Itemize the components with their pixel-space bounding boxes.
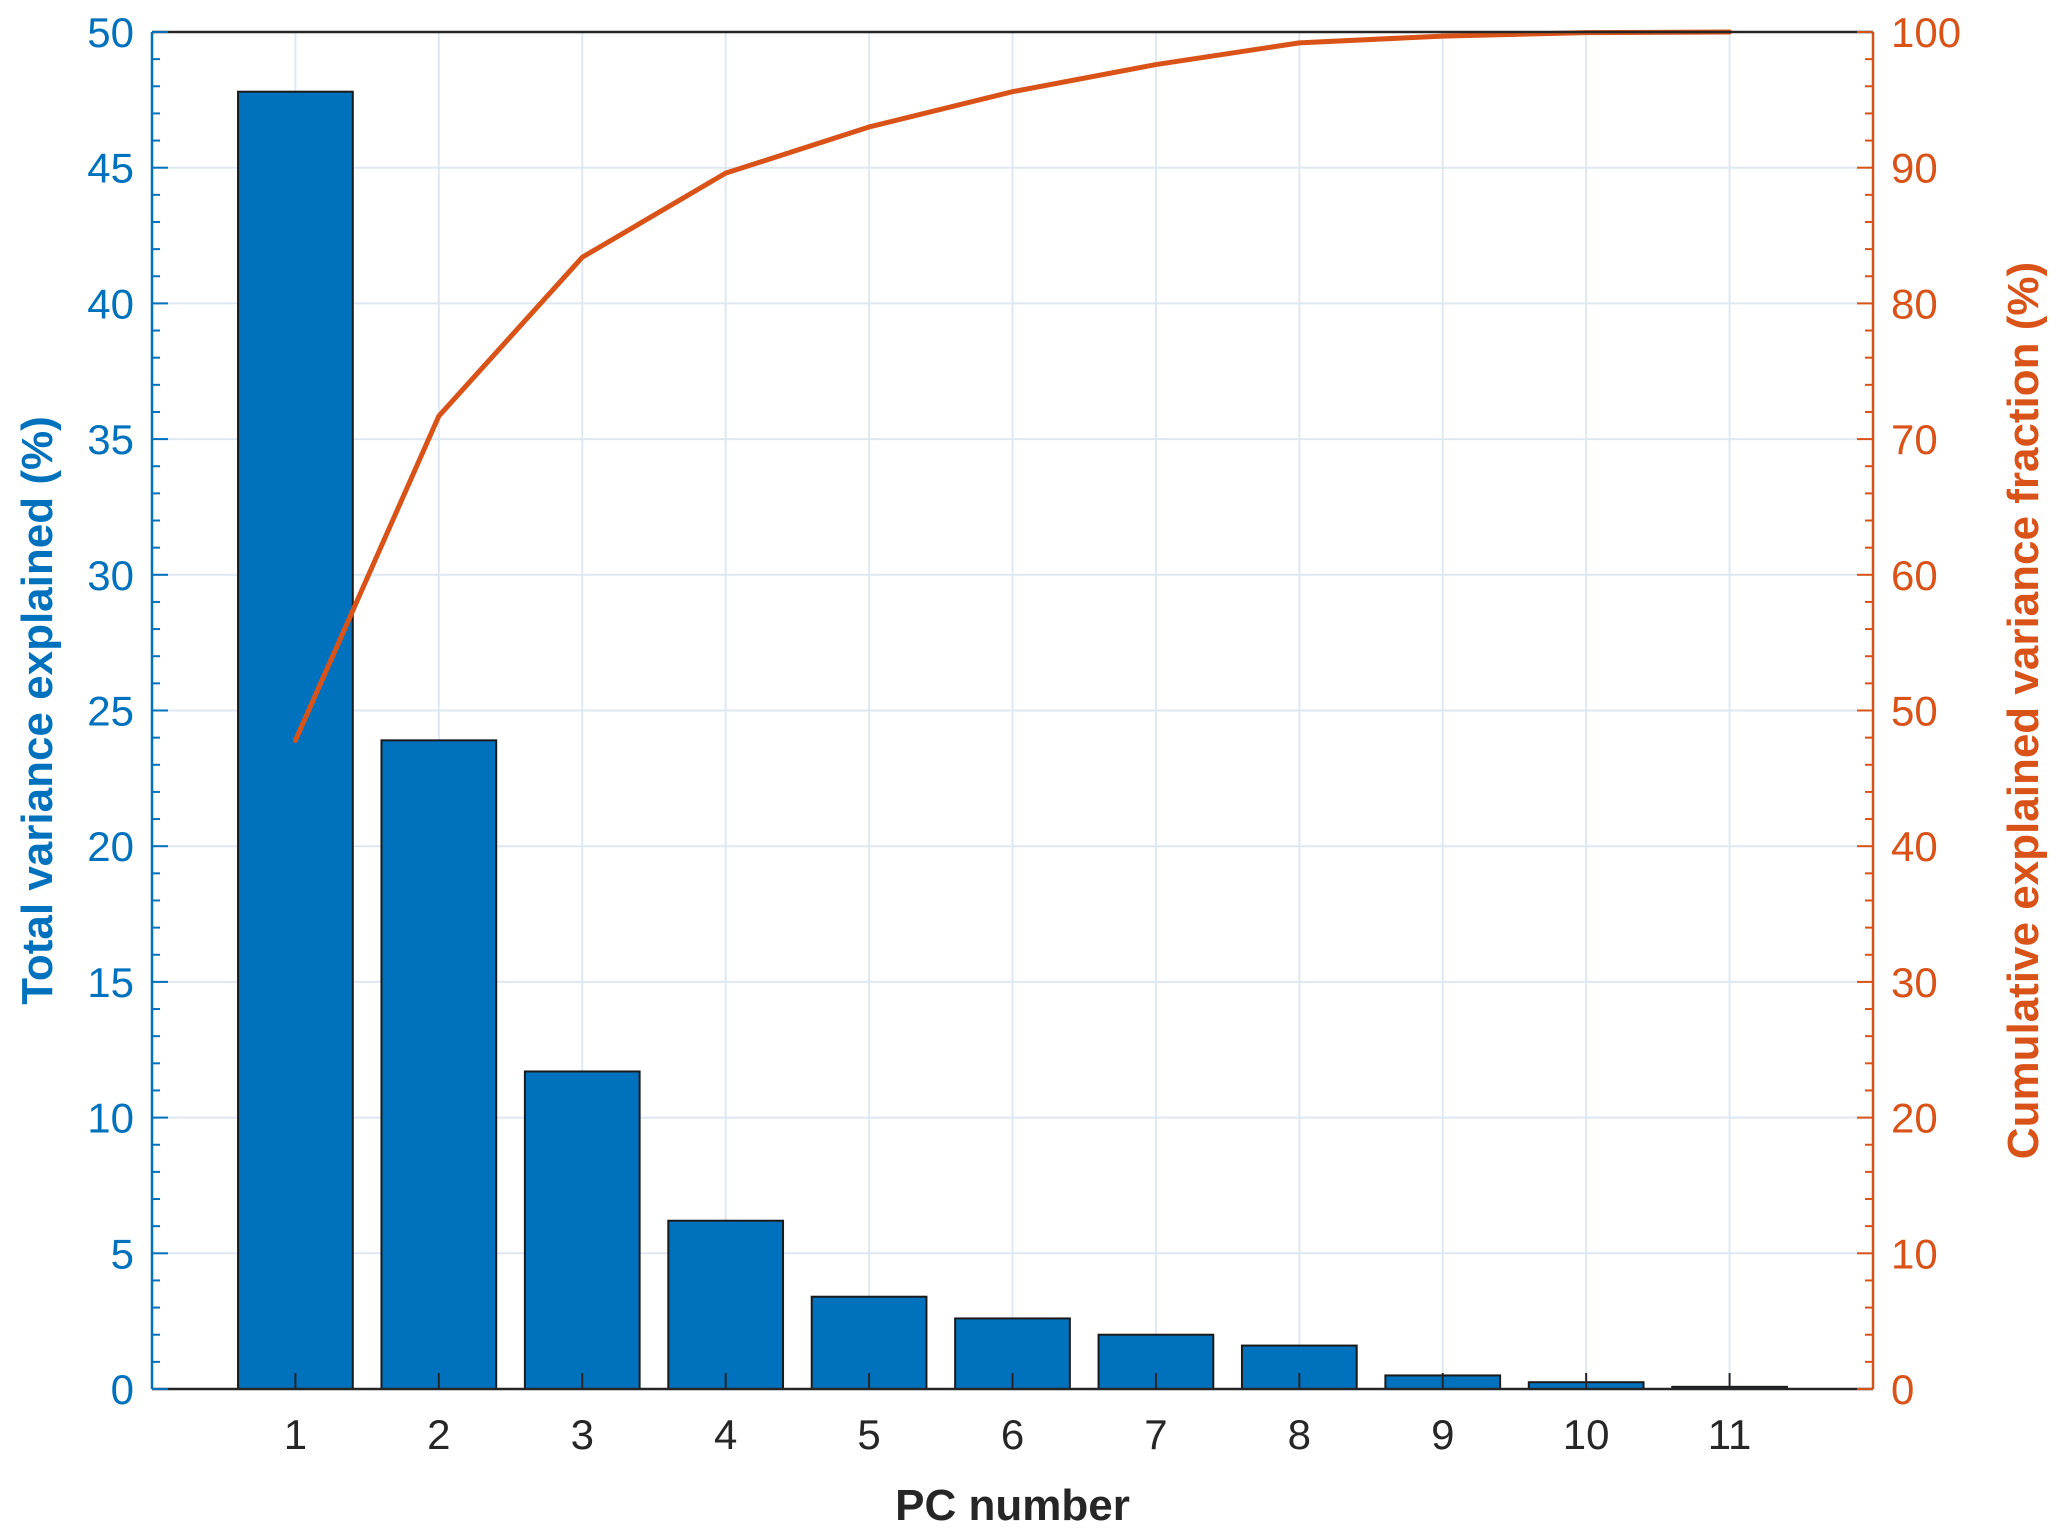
- x-axis-label: PC number: [895, 1481, 1130, 1530]
- x-tick-label: 5: [857, 1411, 880, 1458]
- y2-tick-label: 0: [1891, 1366, 1914, 1413]
- x-tick-label: 2: [427, 1411, 450, 1458]
- tick-labels: 0510152025303540455001020304050607080901…: [87, 9, 1961, 1458]
- y2-tick-label: 90: [1891, 145, 1938, 192]
- y2-tick-label: 100: [1891, 9, 1961, 56]
- y2-tick-label: 50: [1891, 688, 1938, 735]
- y2-tick-label: 80: [1891, 280, 1938, 327]
- bar-pc-3: [523, 1070, 641, 1391]
- y2-tick-label: 10: [1891, 1230, 1938, 1277]
- axes: [150, 30, 1875, 1391]
- y-tick-label: 40: [87, 280, 134, 327]
- y2-tick-label: 40: [1891, 823, 1938, 870]
- x-tick-label: 3: [571, 1411, 594, 1458]
- y-tick-label: 10: [87, 1095, 134, 1142]
- y2-axis-label: Cumulative explained variance fraction (…: [1999, 262, 2048, 1159]
- y-tick-label: 15: [87, 959, 134, 1006]
- cumulative-line-series: [292, 29, 1733, 743]
- y-tick-label: 35: [87, 416, 134, 463]
- y-axis-label: Total variance explained (%): [13, 416, 62, 1004]
- cumulative-line: [292, 29, 1733, 743]
- y-tick-label: 50: [87, 9, 134, 56]
- bar-pc-2: [380, 739, 498, 1390]
- y2-tick-label: 20: [1891, 1095, 1938, 1142]
- y-tick-label: 5: [111, 1230, 134, 1277]
- x-tick-label: 4: [714, 1411, 737, 1458]
- x-tick-label: 11: [1708, 1411, 1752, 1458]
- y2-tick-label: 70: [1891, 416, 1938, 463]
- y-tick-label: 45: [87, 145, 134, 192]
- y2-tick-label: 60: [1891, 552, 1938, 599]
- x-tick-label: 6: [1001, 1411, 1024, 1458]
- x-tick-label: 9: [1431, 1411, 1454, 1458]
- y-tick-label: 0: [111, 1366, 134, 1413]
- y-tick-label: 30: [87, 552, 134, 599]
- x-tick-label: 1: [284, 1411, 307, 1458]
- x-tick-label: 10: [1563, 1411, 1610, 1458]
- bar-pc-4: [667, 1219, 785, 1391]
- x-tick-label: 8: [1288, 1411, 1311, 1458]
- y-tick-label: 20: [87, 823, 134, 870]
- y-tick-label: 25: [87, 688, 134, 735]
- y2-tick-label: 30: [1891, 959, 1938, 1006]
- x-tick-label: 7: [1144, 1411, 1167, 1458]
